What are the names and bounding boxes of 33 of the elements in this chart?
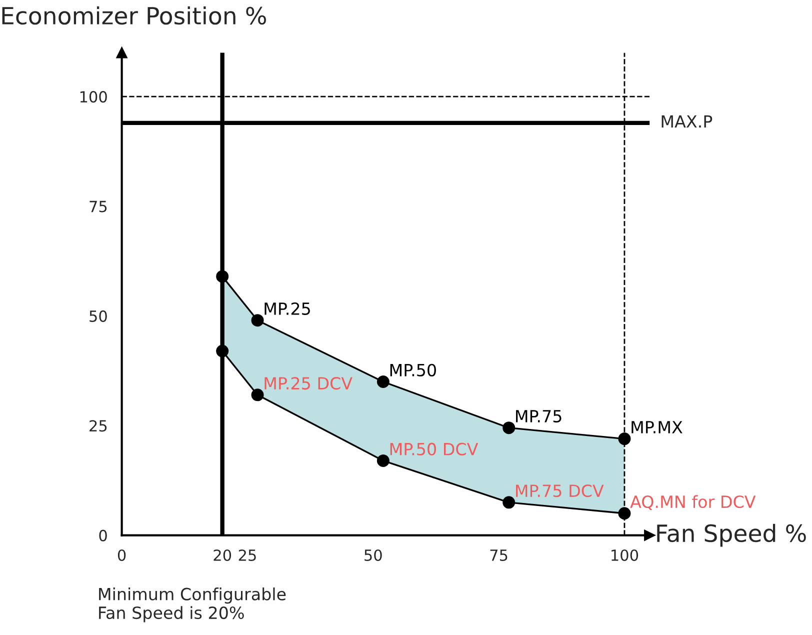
data-label: MP.50 [390, 364, 436, 376]
point [216, 344, 229, 358]
x-axis-title: Fan Speed % [657, 524, 806, 547]
data-label: MP.MX [632, 421, 682, 434]
point [618, 507, 631, 520]
y-tick-label: 100 [80, 91, 107, 103]
x-tick-label: 0 [118, 549, 126, 562]
data-label: MP.75 DCV [516, 484, 604, 498]
x-tick-label: 20 [214, 549, 232, 562]
y-axis-title: Economizer Position % [2, 6, 266, 25]
point [251, 314, 264, 327]
y-tick-label: 0 [99, 530, 107, 542]
ref-line-label: MAX.P [662, 115, 712, 128]
data-label: AQ.MN for DCV [630, 495, 756, 510]
point [376, 454, 390, 467]
point [216, 270, 229, 283]
point [502, 496, 516, 509]
point [502, 422, 516, 434]
y-tick-label: 25 [90, 420, 107, 432]
data-label: MP.25 DCV [264, 376, 352, 390]
x-tick-label: 100 [612, 549, 638, 562]
x-tick-label: 25 [238, 549, 256, 562]
data-label: MP.50 DCV [390, 442, 478, 456]
data-label: MP.25 [264, 302, 310, 316]
data-label: MP.75 [516, 410, 562, 422]
x-tick-label: 50 [364, 549, 382, 562]
x-tick-label: 75 [490, 550, 508, 562]
text: Minimum Configurable Fan Speed is 20% [99, 588, 286, 622]
point [251, 388, 264, 402]
y-tick-label: 50 [90, 310, 107, 322]
point [618, 432, 631, 446]
point [376, 376, 390, 388]
y-tick-label: 75 [90, 200, 107, 212]
